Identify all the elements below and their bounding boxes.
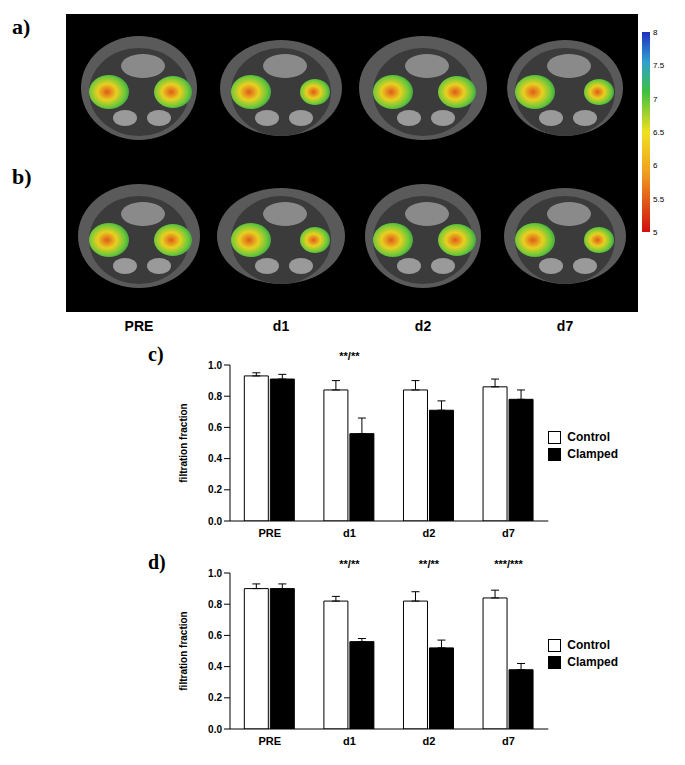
svg-text:0.0: 0.0	[208, 724, 222, 735]
svg-text:1.0: 1.0	[208, 568, 222, 579]
svg-text:0.0: 0.0	[208, 516, 222, 527]
svg-text:6: 6	[653, 161, 658, 170]
svg-text:7: 7	[653, 95, 658, 104]
svg-text:**/**: **/**	[339, 558, 360, 570]
svg-text:8: 8	[653, 28, 658, 37]
svg-text:d7: d7	[502, 527, 515, 539]
html-text:d1: d1	[272, 318, 290, 334]
svg-text:filtration fraction: filtration fraction	[178, 403, 189, 482]
svg-text:***/***: ***/***	[494, 558, 523, 570]
html-text:d): d)	[148, 551, 166, 573]
svg-text:d7: d7	[502, 735, 515, 747]
html-text:Control: Control	[567, 430, 610, 444]
html-text:b): b)	[12, 164, 32, 189]
html-text:Clamped: Clamped	[567, 447, 618, 461]
svg-text:0.4: 0.4	[208, 453, 222, 464]
svg-text:filtration fraction: filtration fraction	[178, 611, 189, 690]
html-text:PRE: PRE	[124, 318, 154, 334]
svg-text:0.6: 0.6	[208, 630, 222, 641]
html-text:a): a)	[12, 14, 31, 39]
svg-text:1.0: 1.0	[208, 360, 222, 371]
svg-text:**/**: **/**	[339, 350, 360, 362]
svg-text:0.2: 0.2	[208, 484, 222, 495]
html-text:Clamped: Clamped	[567, 655, 618, 669]
svg-text:0.2: 0.2	[208, 692, 222, 703]
svg-text:7.5: 7.5	[653, 61, 665, 70]
svg-text:0.4: 0.4	[208, 661, 222, 672]
svg-text:d1: d1	[343, 527, 356, 539]
svg-text:5: 5	[653, 228, 658, 237]
svg-text:d2: d2	[423, 527, 436, 539]
html-text:d2: d2	[414, 318, 432, 334]
svg-text:0.6: 0.6	[208, 422, 222, 433]
html-text:c): c)	[148, 343, 164, 365]
html-text:Control: Control	[567, 638, 610, 652]
svg-text:PRE: PRE	[258, 527, 281, 539]
svg-text:**/**: **/**	[419, 558, 440, 570]
svg-text:PRE: PRE	[258, 735, 281, 747]
svg-text:0.8: 0.8	[208, 599, 222, 610]
svg-text:5.5: 5.5	[653, 195, 665, 204]
svg-text:d1: d1	[343, 735, 356, 747]
html-text:d7: d7	[556, 318, 574, 334]
svg-text:0.8: 0.8	[208, 391, 222, 402]
svg-text:6.5: 6.5	[653, 128, 665, 137]
svg-text:d2: d2	[423, 735, 436, 747]
